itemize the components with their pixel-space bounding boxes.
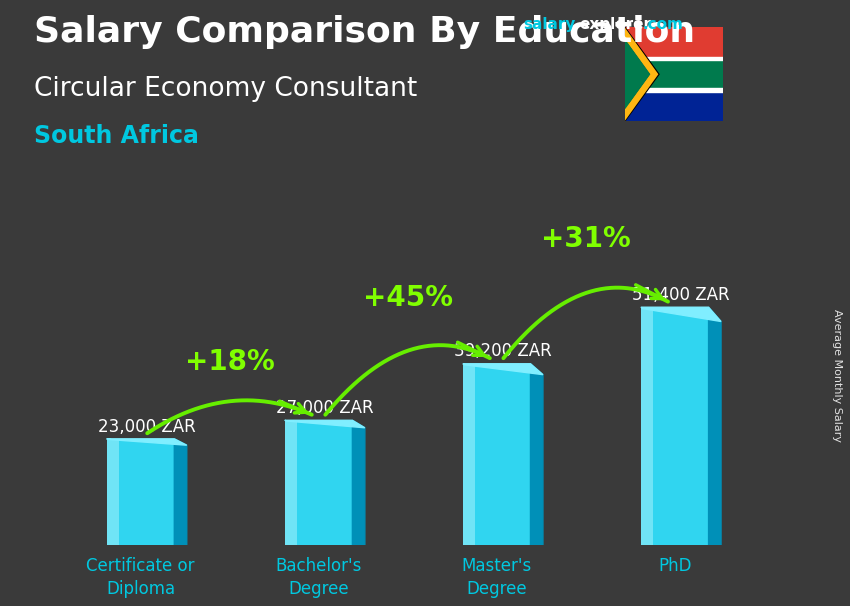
Bar bbox=[625, 27, 722, 59]
Bar bbox=[625, 90, 722, 121]
Bar bbox=[625, 56, 722, 60]
Polygon shape bbox=[641, 307, 721, 322]
Text: 39,200 ZAR: 39,200 ZAR bbox=[454, 342, 552, 361]
Polygon shape bbox=[106, 439, 187, 445]
FancyBboxPatch shape bbox=[285, 421, 297, 545]
FancyBboxPatch shape bbox=[285, 421, 353, 545]
Text: Average Monthly Salary: Average Monthly Salary bbox=[832, 309, 842, 442]
Polygon shape bbox=[530, 364, 543, 545]
Text: +18%: +18% bbox=[184, 348, 275, 376]
FancyBboxPatch shape bbox=[462, 364, 475, 545]
FancyBboxPatch shape bbox=[462, 364, 530, 545]
Bar bbox=[625, 88, 722, 92]
Text: South Africa: South Africa bbox=[34, 124, 199, 148]
Bar bbox=[625, 59, 722, 90]
FancyBboxPatch shape bbox=[641, 307, 709, 545]
Text: 51,400 ZAR: 51,400 ZAR bbox=[632, 286, 729, 304]
Text: Circular Economy Consultant: Circular Economy Consultant bbox=[34, 76, 417, 102]
Text: +45%: +45% bbox=[363, 284, 452, 312]
Text: Salary Comparison By Education: Salary Comparison By Education bbox=[34, 15, 695, 49]
Text: .com: .com bbox=[643, 17, 683, 32]
FancyBboxPatch shape bbox=[106, 439, 119, 545]
FancyBboxPatch shape bbox=[106, 439, 174, 545]
Polygon shape bbox=[625, 40, 649, 108]
Text: +31%: +31% bbox=[541, 225, 631, 253]
Text: 27,000 ZAR: 27,000 ZAR bbox=[275, 399, 373, 417]
FancyBboxPatch shape bbox=[641, 307, 653, 545]
Polygon shape bbox=[174, 439, 187, 545]
Text: explorer: explorer bbox=[580, 17, 652, 32]
Polygon shape bbox=[462, 364, 543, 375]
Polygon shape bbox=[285, 421, 365, 428]
Text: salary: salary bbox=[523, 17, 575, 32]
Polygon shape bbox=[709, 307, 721, 545]
Polygon shape bbox=[353, 421, 365, 545]
Polygon shape bbox=[625, 27, 659, 121]
Text: 23,000 ZAR: 23,000 ZAR bbox=[98, 418, 196, 436]
